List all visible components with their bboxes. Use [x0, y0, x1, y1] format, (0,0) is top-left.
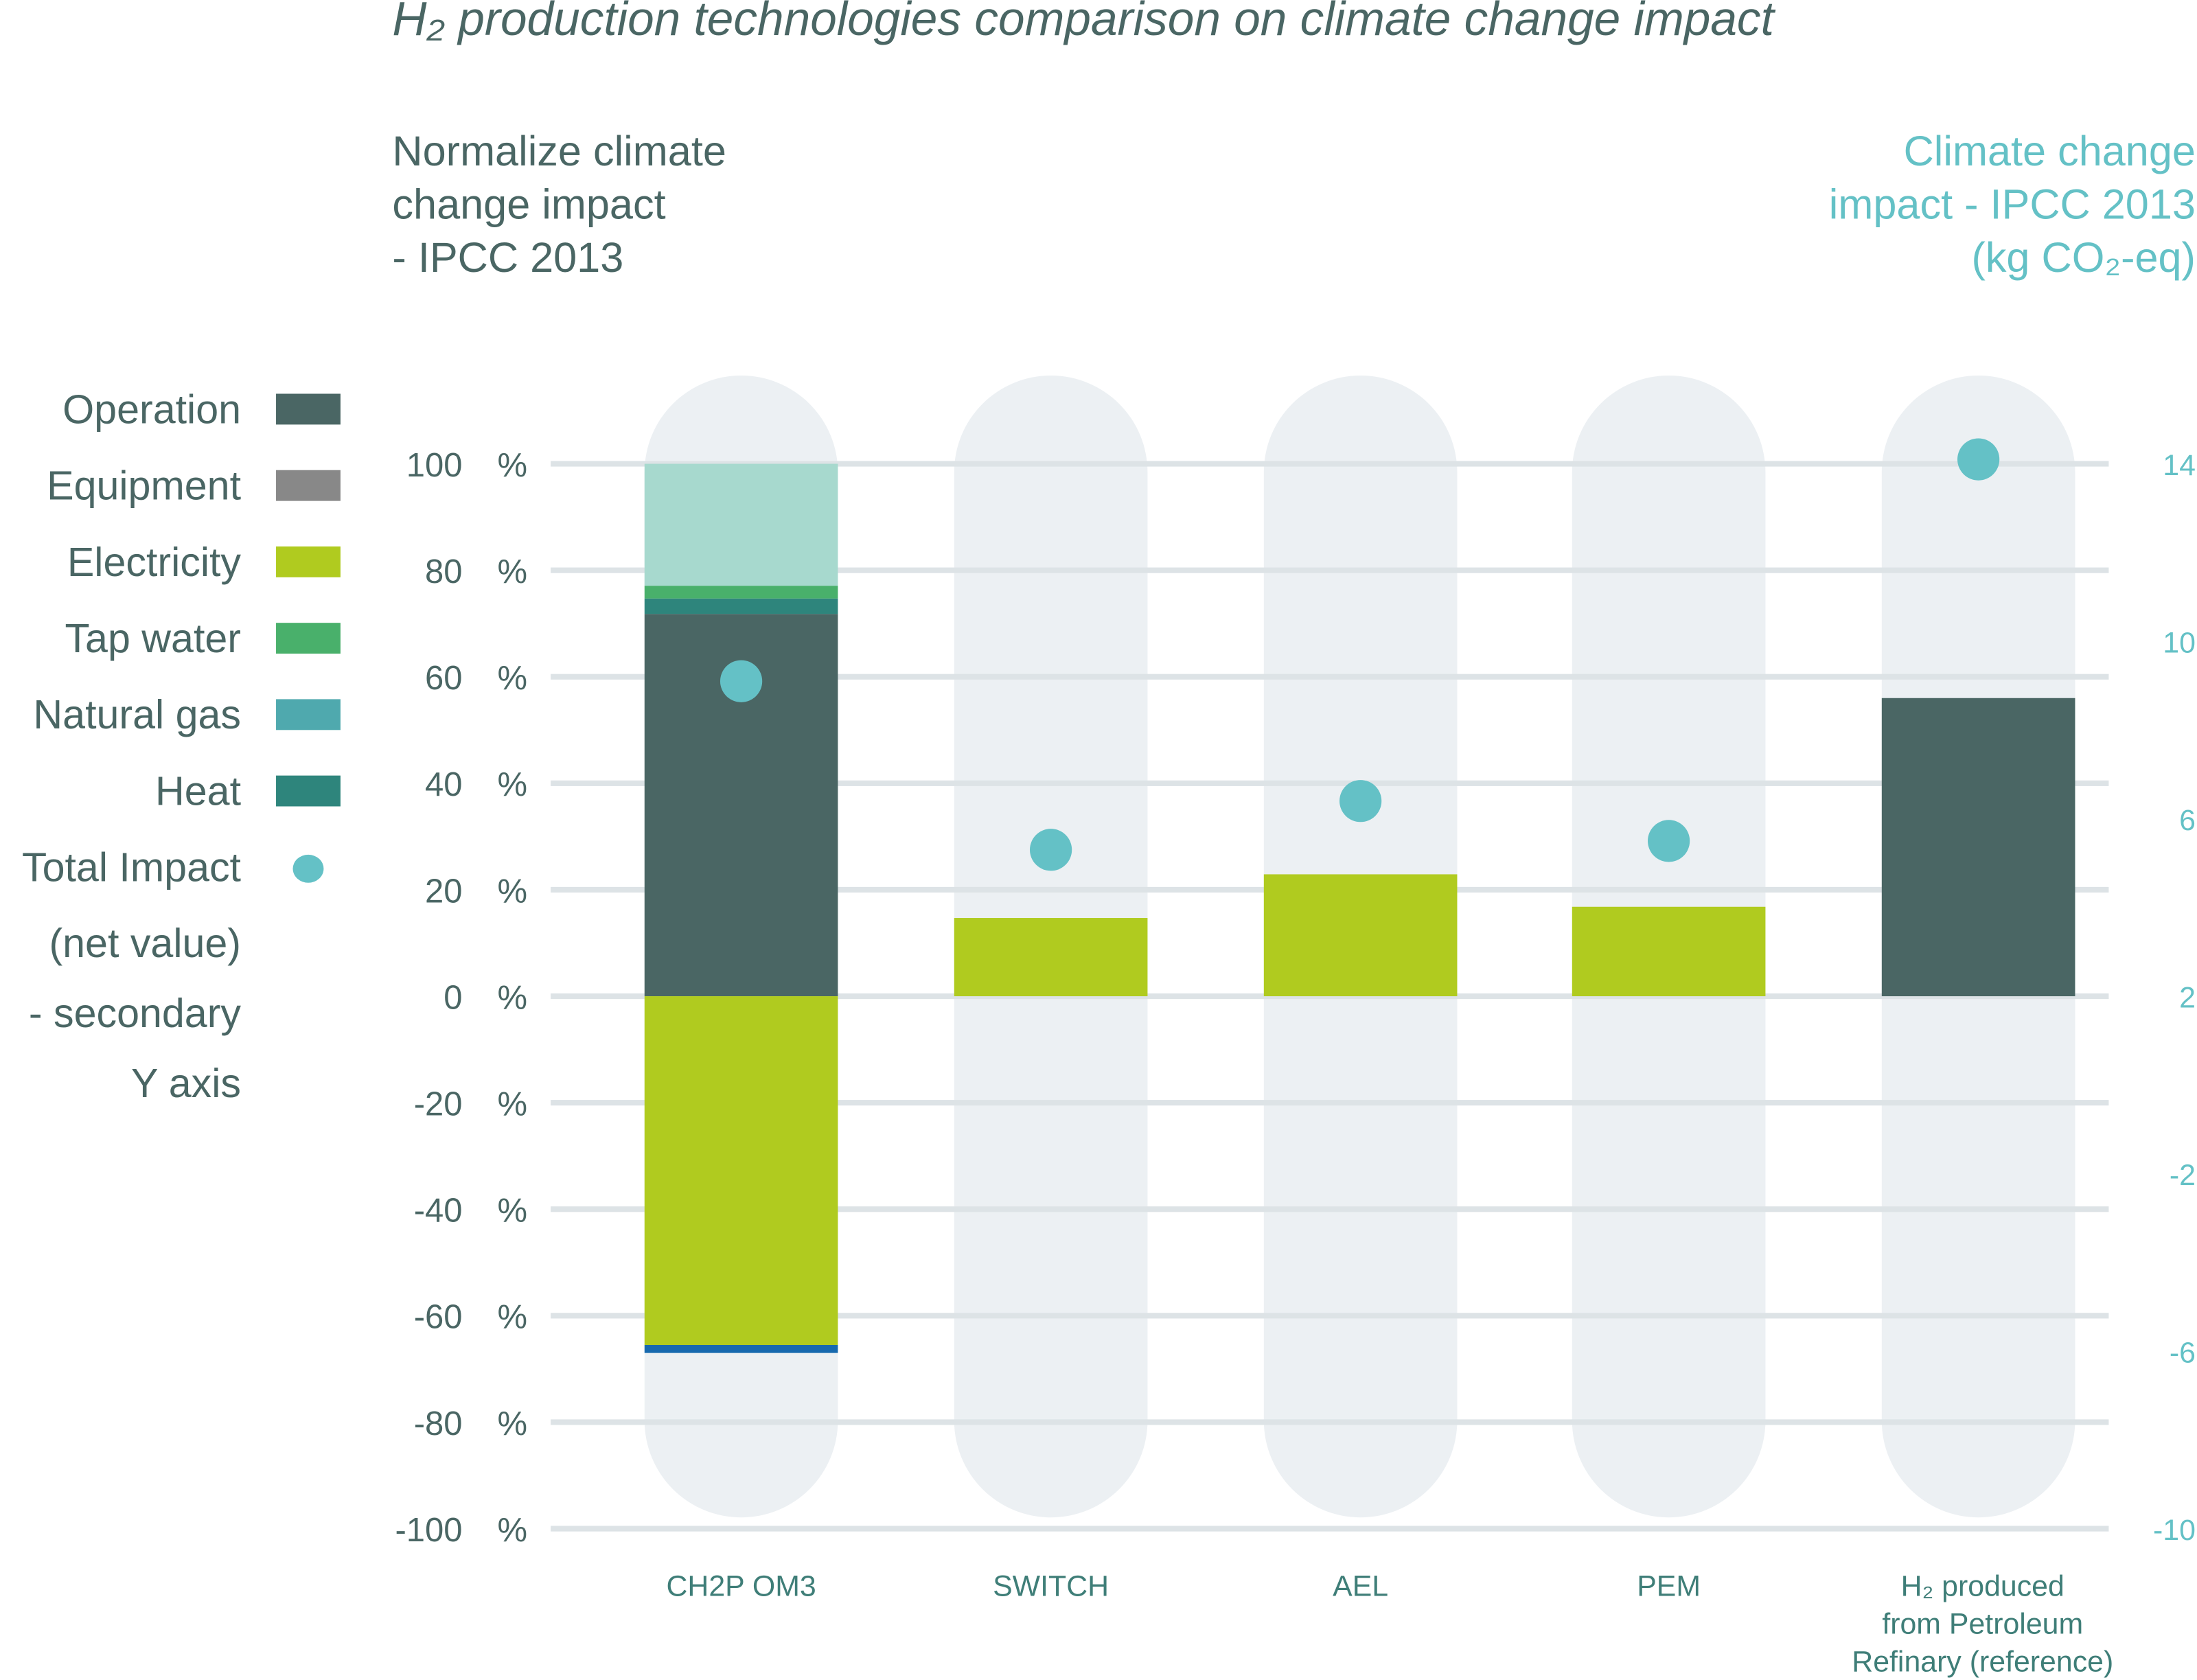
- gridline: [551, 1419, 2109, 1425]
- legend-note-line: Y axis: [131, 1060, 241, 1106]
- gridline: [551, 1526, 2109, 1532]
- total-impact-point: [1957, 438, 2000, 481]
- gridline: [551, 674, 2109, 680]
- y2-axis-title-line: impact - IPCC 2013: [1829, 181, 2196, 227]
- x-tick-label: CH2P OM3: [666, 1570, 816, 1603]
- total-impact-point: [1339, 780, 1382, 822]
- y-tick-label: 100: [406, 447, 463, 484]
- legend-note-line: - secondary: [29, 990, 242, 1036]
- y-tick-unit: %: [497, 979, 527, 1016]
- bar-segment-electricity: [644, 996, 838, 1346]
- y2-tick-label: 6: [2179, 804, 2196, 837]
- chart-title: H₂ production technologies comparison on…: [392, 0, 1775, 45]
- y2-axis-ticks: 14 10 6 2 -2 -6 -10: [2153, 449, 2196, 1547]
- bars: [644, 463, 2075, 1353]
- x-tick-label: SWITCH: [993, 1570, 1109, 1603]
- y-tick-unit: %: [497, 873, 527, 910]
- legend-swatch: [276, 470, 341, 501]
- y-axis-title-line: change impact: [392, 181, 665, 227]
- x-tick-label: PEM: [1637, 1570, 1701, 1603]
- y2-tick-label: -6: [2170, 1336, 2196, 1369]
- legend-label: Operation: [62, 386, 241, 432]
- gridline: [551, 780, 2109, 786]
- legend-swatch: [276, 546, 341, 577]
- legend-label: Heat: [155, 768, 241, 814]
- x-tick-label: AEL: [1333, 1570, 1388, 1603]
- legend-label: Electricity: [67, 539, 242, 585]
- y2-tick-label: 14: [2163, 449, 2196, 482]
- legend-label: Tap water: [65, 615, 241, 661]
- y2-axis-title: Climate change impact - IPCC 2013 (kg CO₂-…: [1829, 128, 2196, 281]
- y-tick-label: 40: [425, 766, 462, 803]
- y-axis-title: Normalize climate change impact - IPCC 201…: [392, 128, 726, 281]
- y-tick-unit: %: [497, 1512, 527, 1549]
- legend-dot: [292, 854, 324, 883]
- legend-swatch: [276, 393, 341, 425]
- legend-swatch: [276, 699, 341, 730]
- y-tick-unit: %: [497, 1086, 527, 1123]
- y-tick-unit: %: [497, 766, 527, 803]
- y-tick-unit: %: [497, 553, 527, 590]
- gridline: [551, 1206, 2109, 1212]
- gridline: [551, 461, 2109, 467]
- y-tick-unit: %: [497, 447, 527, 484]
- y-tick-unit: %: [497, 1299, 527, 1336]
- bar-segment-tap-water: [644, 586, 838, 599]
- y2-axis-title-line: Climate change: [1904, 128, 2196, 174]
- x-axis-labels: CH2P OM3 SWITCH AEL PEM H₂ produced from Petr…: [666, 1570, 2113, 1679]
- bar-segment-other-negative-unlisted-: [644, 1345, 838, 1353]
- legend-label: Equipment: [47, 463, 241, 509]
- x-tick-label: H₂ produced: [1901, 1570, 2064, 1603]
- total-impact-point: [720, 660, 763, 702]
- legend-label: Total Impact: [22, 844, 241, 890]
- y-tick-label: -100: [395, 1512, 462, 1549]
- y-tick-label: -80: [414, 1405, 463, 1442]
- total-impact-point: [1030, 829, 1072, 871]
- y2-tick-label: -2: [2170, 1159, 2196, 1192]
- bar-segment-heat: [644, 598, 838, 614]
- bar-segment-other-unlisted-: [644, 463, 838, 586]
- y-tick-label: 0: [444, 979, 462, 1016]
- x-tick-label: from Petroleum: [1882, 1608, 2083, 1641]
- bar-segment-electricity: [1572, 906, 1766, 997]
- y2-tick-label: 10: [2163, 626, 2196, 659]
- legend-note-line: (net value): [49, 920, 241, 966]
- y-tick-unit: %: [497, 1405, 527, 1442]
- legend-swatch: [276, 623, 341, 654]
- y2-tick-label: 2: [2179, 981, 2196, 1014]
- y-axis-ticks: 100 % 80 % 60 % 40 % 20 % 0 % -20 % -40 % -60 % -80 % -100%: [395, 447, 527, 1549]
- y-tick-label: 80: [425, 553, 462, 590]
- y-tick-unit: %: [497, 1193, 527, 1230]
- legend-label: Natural gas: [33, 691, 241, 737]
- gridline: [551, 1313, 2109, 1319]
- y-tick-label: 60: [425, 660, 462, 697]
- bar-segment-electricity: [1263, 874, 1458, 997]
- gridline: [551, 567, 2109, 573]
- y-tick-label: -20: [414, 1086, 463, 1123]
- legend: Operation Equipment Electricity Tap water Na…: [22, 386, 341, 1106]
- y-tick-unit: %: [497, 660, 527, 697]
- x-tick-label: Refinary (reference): [1852, 1646, 2113, 1679]
- y-tick-label: 20: [425, 873, 462, 910]
- total-impact-points: [720, 438, 2000, 871]
- y2-tick-label: -10: [2153, 1514, 2196, 1547]
- y-axis-title-line: Normalize climate: [392, 128, 726, 174]
- bar-segment-operation: [1881, 698, 2075, 997]
- legend-swatch: [276, 775, 341, 807]
- gridline: [551, 1100, 2109, 1106]
- y2-axis-title-line: (kg CO₂-eq): [1971, 234, 2196, 281]
- bar-segment-electricity: [954, 918, 1148, 997]
- total-impact-point: [1648, 820, 1690, 862]
- y-tick-label: -40: [414, 1193, 463, 1230]
- y-axis-title-line: - IPCC 2013: [392, 234, 623, 281]
- y-tick-label: -60: [414, 1299, 463, 1336]
